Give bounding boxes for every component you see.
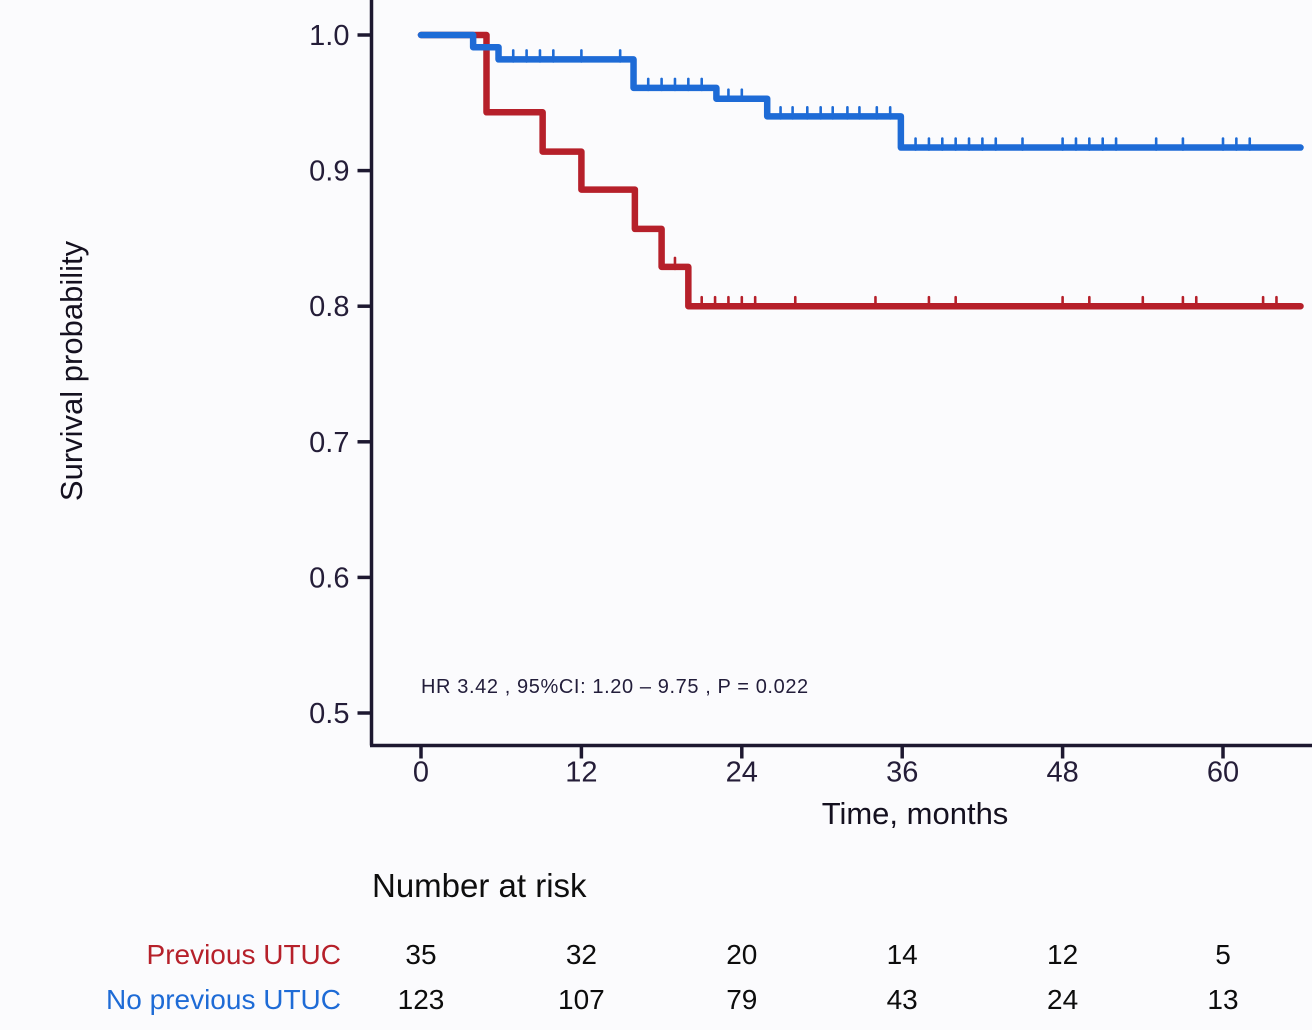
risk-value: 43 [887,984,918,1015]
hr-annotation: HR 3.42 , 95%CI: 1.20 – 9.75 , P = 0.022 [421,676,809,698]
risk-row-label-previous-utuc: Previous UTUC [147,939,341,970]
x-tick-label: 0 [413,757,429,789]
survival-curves [417,31,1304,310]
y-tick-label: 0.8 [309,291,349,323]
risk-value: 79 [726,984,757,1015]
x-tick-label: 12 [565,757,597,789]
x-tick-label: 48 [1046,757,1078,789]
risk-value: 32 [566,939,597,970]
risk-value: 20 [726,939,757,970]
risk-value: 13 [1207,984,1238,1015]
y-tick-label: 0.9 [309,156,349,188]
risk-value: 12 [1047,939,1078,970]
x-tick-label: 24 [726,757,758,789]
risk-value: 35 [405,939,436,970]
risk-value: 5 [1215,939,1231,970]
survival-curve-previous-utuc [417,31,1304,310]
y-tick-label: 0.6 [309,562,349,594]
y-tick-label: 0.5 [309,698,349,730]
x-tick-label: 36 [886,757,918,789]
risk-value: 24 [1047,984,1078,1015]
risk-row-label-no-previous-utuc: No previous UTUC [106,984,341,1015]
x-tick-label: 60 [1207,757,1239,789]
risk-value: 107 [558,984,605,1015]
y-axis-title: Survival probability [54,240,89,501]
axis-lines [369,0,1312,748]
risk-values: 35 32 20 14 12 5 123 107 79 43 24 13 [398,939,1239,1015]
axes: 1.0 0.9 0.8 0.7 0.6 0.5 0 12 24 36 48 60 [309,0,1312,789]
y-tick-label: 1.0 [309,20,349,52]
risk-table-title: Number at risk [372,867,587,904]
risk-value: 123 [398,984,445,1015]
x-axis-title: Time, months [822,796,1009,831]
y-tick-label: 0.7 [309,427,349,459]
risk-value: 14 [887,939,918,970]
